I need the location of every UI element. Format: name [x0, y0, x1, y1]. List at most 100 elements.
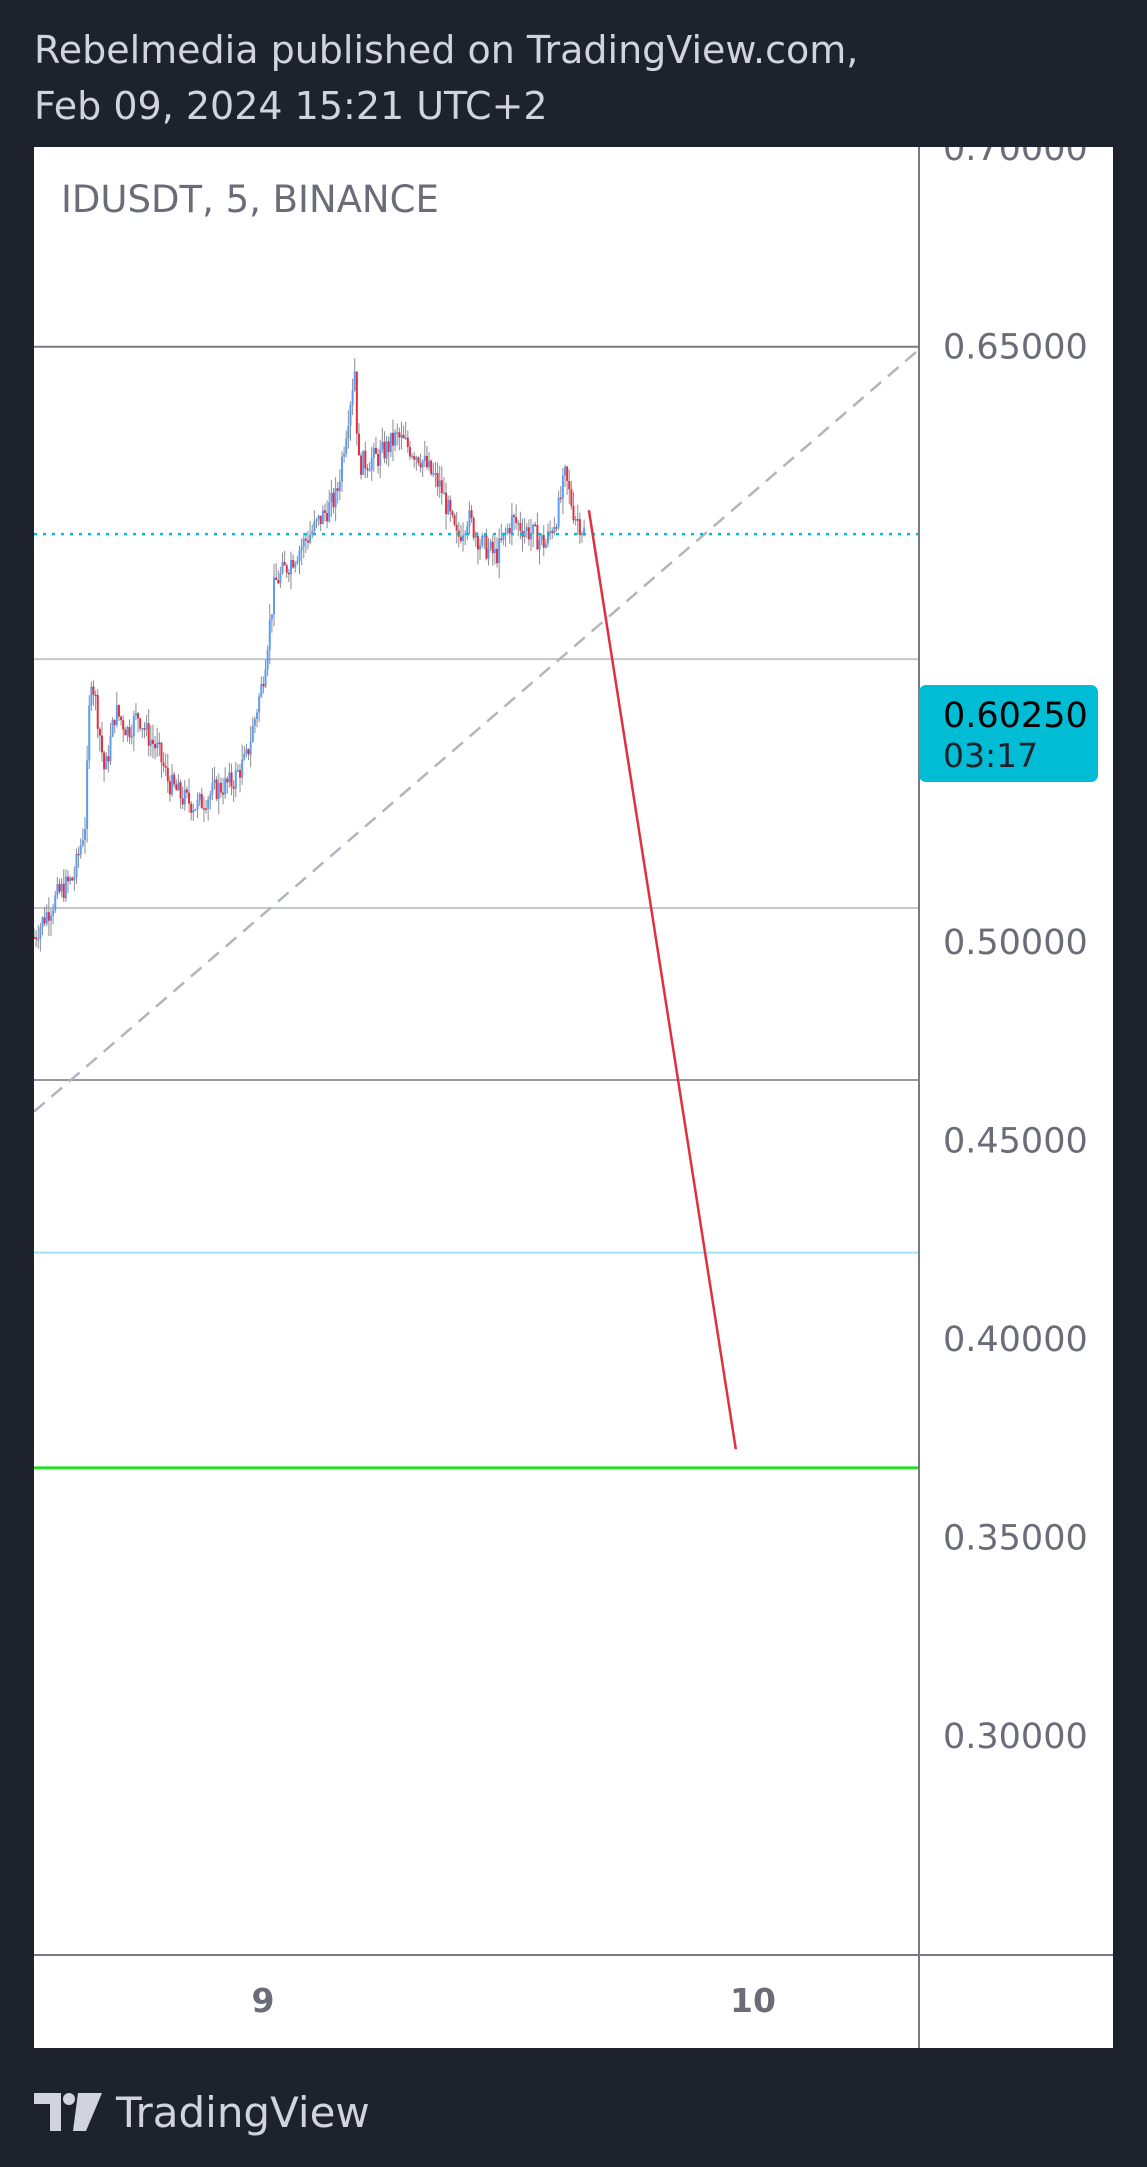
candle-body [292, 559, 295, 568]
dashed-trendline [34, 348, 920, 1113]
candle [434, 461, 437, 488]
candle-body [506, 528, 509, 533]
candle [287, 568, 290, 583]
tradingview-logo[interactable]: TradingView [34, 2082, 370, 2142]
candle [349, 401, 352, 441]
publisher-line: Rebelmedia published on TradingView.com, [34, 28, 859, 72]
candle [523, 517, 526, 544]
candle-body [236, 770, 239, 772]
candle-body [113, 719, 116, 725]
candle [496, 537, 499, 568]
candle-body [570, 489, 573, 506]
candle-body [164, 766, 167, 768]
candle [436, 462, 439, 496]
candle-body [419, 463, 422, 468]
candle [219, 777, 222, 798]
candle [56, 877, 59, 899]
candle [345, 430, 348, 458]
candle-body [64, 876, 67, 899]
candle-body [262, 684, 265, 687]
time-tick-label: 9 [252, 1981, 275, 2020]
candle [313, 510, 316, 535]
candle-body [319, 515, 322, 524]
candle [538, 535, 541, 565]
chart-panel[interactable]: 0.700000.650000.550000.500000.450000.400… [34, 147, 1113, 2048]
candle-body [374, 447, 377, 454]
candle [262, 676, 265, 694]
candle [258, 692, 261, 722]
candle-body [404, 437, 407, 440]
candle-body [383, 441, 386, 459]
candle [58, 878, 61, 894]
candle [432, 463, 435, 478]
candle-body [266, 650, 269, 670]
candle [491, 535, 494, 566]
candle-body [415, 457, 418, 460]
candle [134, 703, 137, 721]
bar-countdown: 03:17 [943, 736, 1038, 775]
candle [340, 451, 343, 492]
candle [66, 870, 69, 894]
candle-body [566, 466, 569, 481]
candle [202, 796, 205, 823]
price-tick-label: 0.45000 [943, 1122, 1088, 1162]
candle-body [510, 515, 513, 534]
candle [168, 775, 171, 802]
candle [222, 778, 225, 805]
candle [561, 468, 564, 515]
candle [177, 774, 180, 791]
candle-body [134, 713, 137, 716]
candle [245, 743, 248, 758]
candle [357, 423, 360, 456]
candle-body [436, 473, 439, 487]
candle-body [213, 779, 216, 783]
candle [207, 795, 210, 821]
candle-body [41, 917, 44, 928]
candle-body [538, 540, 541, 550]
candle [536, 512, 539, 550]
candle [179, 779, 182, 809]
candle-body [185, 789, 188, 793]
candle-body [37, 939, 40, 941]
time-axis[interactable]: 9 10 [252, 1981, 776, 2020]
candle-body [130, 736, 133, 738]
candle [90, 681, 93, 712]
candle-body [561, 475, 564, 499]
candle [421, 459, 424, 477]
candle [132, 710, 135, 752]
candle [383, 431, 386, 464]
candle [493, 536, 496, 565]
candle [253, 716, 256, 734]
candle [115, 691, 118, 728]
candle [394, 429, 397, 452]
candle-body [534, 524, 537, 526]
candle [498, 528, 501, 579]
price-tick-label: 0.70000 [943, 147, 1088, 169]
candle-body [58, 884, 61, 892]
candle-body [525, 527, 528, 532]
candle [315, 517, 318, 529]
price-chart[interactable]: 0.700000.650000.550000.500000.450000.400… [34, 147, 1113, 2048]
horizontal-levels [34, 345, 919, 1470]
candle [379, 440, 382, 479]
candle-body [385, 441, 388, 459]
candle [164, 753, 167, 776]
candle [275, 563, 278, 581]
candle-body [177, 782, 180, 791]
candle-body [279, 572, 282, 584]
candle [64, 869, 67, 902]
candle [300, 538, 303, 565]
candle-body [122, 720, 125, 730]
candle-body [181, 798, 184, 805]
candle [304, 534, 307, 554]
candle [417, 456, 420, 466]
candle [398, 427, 401, 451]
candle [438, 465, 441, 499]
candle-body [328, 502, 331, 522]
candle [527, 519, 530, 546]
candle-body [557, 497, 560, 528]
symbol-title: IDUSDT, 5, BINANCE [61, 178, 439, 221]
candle [281, 552, 284, 575]
last-price-value: 0.60250 [943, 696, 1088, 736]
candle-body [572, 505, 575, 521]
